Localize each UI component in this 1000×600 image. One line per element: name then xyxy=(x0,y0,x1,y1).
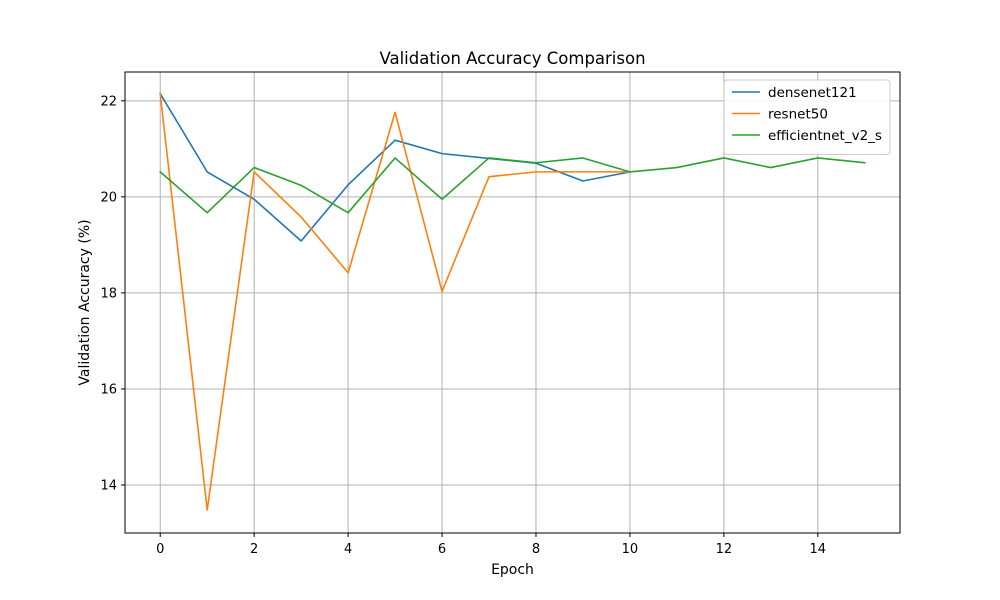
series-line-resnet50 xyxy=(159,92,631,511)
legend-label: resnet50 xyxy=(768,107,828,123)
y-tick-label: 18 xyxy=(100,286,117,301)
series-line-densenet121 xyxy=(159,92,631,242)
series-lines xyxy=(159,92,866,511)
legend-label: efficientnet_v2_s xyxy=(768,128,882,144)
chart-title: Validation Accuracy Comparison xyxy=(379,49,645,68)
legend-box xyxy=(723,79,891,155)
series-line-efficientnet_v2_s xyxy=(159,157,866,214)
y-axis-title: Validation Accuracy (%) xyxy=(77,219,93,385)
y-tick-label: 14 xyxy=(100,478,117,493)
x-axis-title: Epoch xyxy=(491,562,534,578)
y-tick-label: 16 xyxy=(100,382,117,397)
x-tick-label: 12 xyxy=(716,542,733,557)
x-tick-label: 0 xyxy=(156,542,164,557)
x-tick-label: 10 xyxy=(622,542,639,557)
legend: densenet121 resnet50 efficientnet_v2_s xyxy=(723,79,891,155)
x-tick-label: 14 xyxy=(810,542,827,557)
legend-label: densenet121 xyxy=(768,85,857,101)
y-tick-label: 22 xyxy=(100,94,117,109)
x-tick-label: 6 xyxy=(438,542,446,557)
plot-frame xyxy=(124,71,901,534)
y-tick-label: 20 xyxy=(100,190,117,205)
x-tick-label: 8 xyxy=(532,542,540,557)
axis-ticks: 0 2 4 6 8 10 12 14 14 16 18 20 22 xyxy=(100,94,826,557)
x-tick-label: 4 xyxy=(344,542,352,557)
x-tick-label: 2 xyxy=(250,542,258,557)
